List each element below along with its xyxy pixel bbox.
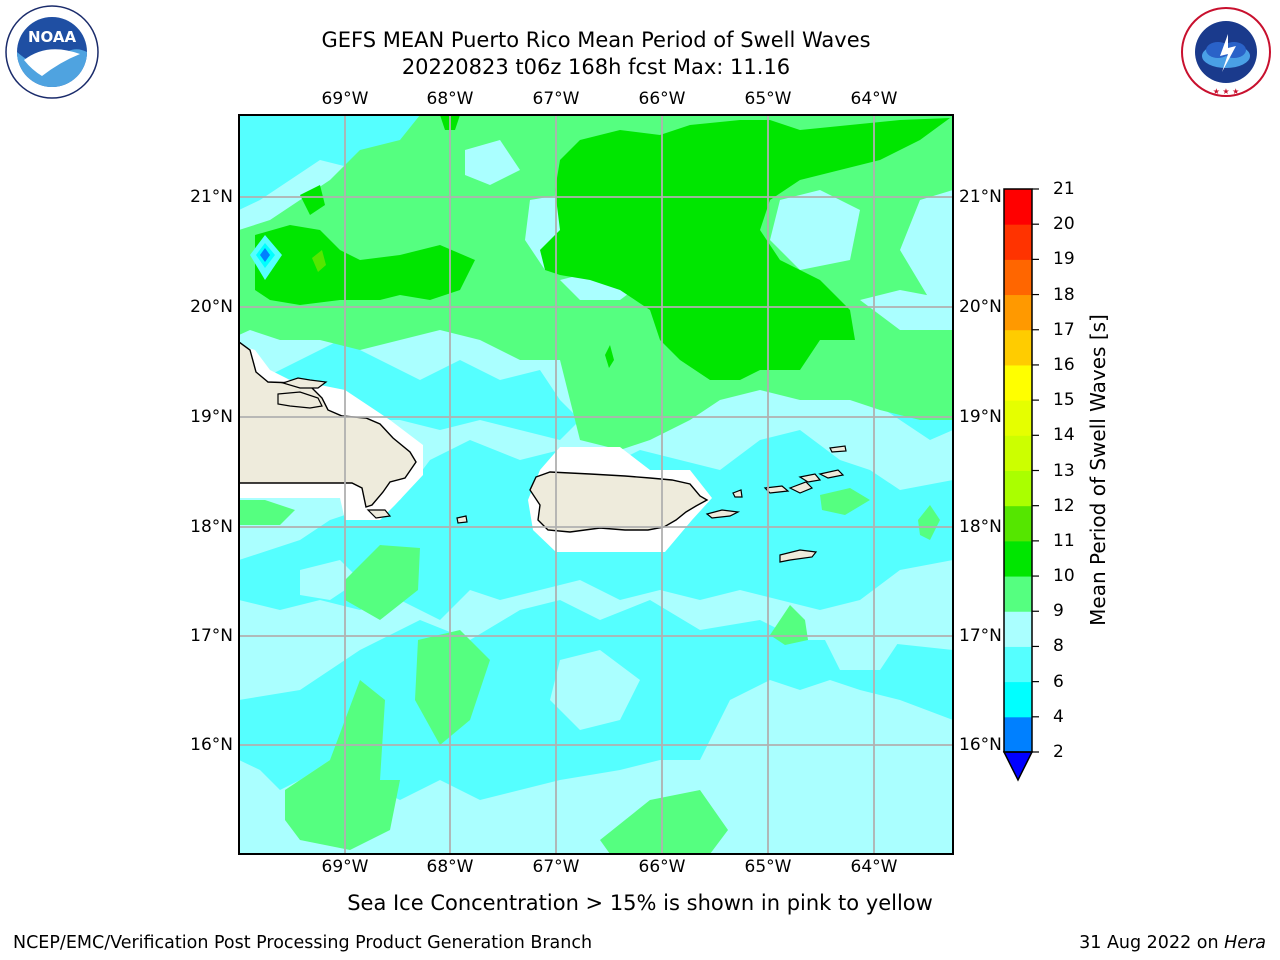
map-title-line2: 20220823 t06z 168h fcst Max: 11.16 [401, 55, 791, 79]
land-hispaniola-peninsula [277, 391, 323, 409]
lon-label-bottom: 67°W [532, 857, 580, 877]
footer-date: 31 Aug 2022 on Hera [1079, 933, 1266, 953]
contour-2-4-anomaly [260, 248, 270, 262]
lat-label-left: 17°N [190, 626, 233, 646]
lon-label-bottom: 69°W [321, 857, 369, 877]
map-title-line1: GEFS MEAN Puerto Rico Mean Period of Swe… [321, 28, 871, 52]
sea-ice-note: Sea Ice Concentration > 15% is shown in … [347, 891, 933, 915]
colorbar-tick-label: 4 [1053, 706, 1064, 727]
lon-label-top: 65°W [744, 89, 792, 109]
colorbar-tick-label: 17 [1053, 319, 1075, 340]
lat-label-left: 18°N [190, 517, 233, 537]
land-st-croix [779, 549, 818, 563]
lon-label-bottom: 68°W [426, 857, 474, 877]
land-hispaniola-south [366, 509, 392, 519]
lon-label-bottom: 66°W [638, 857, 686, 877]
lon-label-top: 68°W [426, 89, 474, 109]
land-st-john [788, 481, 814, 494]
colorbar-tick-label: 21 [1053, 179, 1075, 199]
land-mona-island [456, 515, 468, 524]
contour-9-10-blob4 [600, 790, 728, 854]
lat-label-right: 16°N [959, 735, 1002, 755]
lon-label-top: 69°W [321, 89, 369, 109]
colorbar-tick-label: 13 [1053, 460, 1075, 481]
noaa-logo: NOAA [2, 4, 102, 100]
contour-8-9-north3 [770, 190, 860, 270]
colorbar-tick-label: 20 [1053, 214, 1075, 235]
contour-9-10-blob7 [239, 500, 295, 525]
land-culebra [732, 489, 743, 498]
colorbar-tick-label: 14 [1053, 425, 1075, 446]
lat-label-left: 16°N [190, 735, 233, 755]
contour-9-10-blob5 [770, 605, 808, 645]
lat-label-left: 20°N [190, 297, 233, 317]
lon-label-top: 66°W [638, 89, 686, 109]
lat-label-right: 18°N [959, 517, 1002, 537]
land-tortola [798, 473, 822, 483]
colorbar-tick-label: 12 [1053, 495, 1075, 516]
footer-host: Hera [1224, 933, 1266, 953]
contour-8-9-patch1 [550, 650, 640, 730]
land-anegada [829, 445, 847, 453]
graticule [239, 115, 953, 854]
colorbar-tick-label: 2 [1053, 742, 1064, 762]
contour-9-10-blob6 [820, 488, 870, 515]
land-virgin-gorda [818, 469, 845, 479]
contour-6-8-topleft [239, 115, 420, 210]
contour-9-10-blob8 [918, 505, 940, 540]
nws-logo: ★ ★ ★ [1176, 6, 1276, 98]
colorbar-tick-label: 19 [1053, 249, 1075, 270]
noaa-logo-text: NOAA [28, 28, 77, 46]
lon-label-top: 64°W [850, 89, 898, 109]
colorbar-tick-label: 8 [1053, 636, 1064, 657]
lat-label-right: 21°N [959, 187, 1002, 207]
contour-8-9-patch2 [820, 620, 900, 670]
lon-label-bottom: 64°W [850, 857, 898, 877]
lon-label-top: 67°W [532, 89, 580, 109]
contour-8-9-patch4 [870, 710, 953, 790]
colorbar-tick-label: 10 [1053, 566, 1075, 587]
svg-text:★ ★ ★: ★ ★ ★ [1213, 87, 1240, 96]
contour-8-9-north1 [465, 140, 520, 185]
colorbar-tick-label: 11 [1053, 530, 1075, 551]
contour-9-10-blob1 [345, 545, 420, 620]
colorbar-tick-label: 16 [1053, 354, 1075, 375]
footer-branch: NCEP/EMC/Verification Post Processing Pr… [13, 933, 593, 953]
lat-label-right: 19°N [959, 407, 1002, 427]
lat-label-right: 20°N [959, 297, 1002, 317]
contour-11-12 [312, 250, 326, 272]
land-vieques [705, 509, 741, 519]
swell-period-field [239, 115, 953, 854]
contour-8-9-north5 [860, 290, 953, 330]
colorbar-tick-label: 15 [1053, 390, 1075, 411]
colorbar-tick-label: 9 [1053, 601, 1064, 622]
contour-10-11-nw [300, 185, 325, 215]
lon-label-bottom: 65°W [744, 857, 792, 877]
contour-10-11-north [540, 118, 950, 380]
lat-label-right: 17°N [959, 626, 1002, 646]
contour-9-10-blob2 [415, 630, 490, 745]
colorbar-tick-label: 18 [1053, 284, 1075, 305]
lat-label-left: 19°N [190, 407, 233, 427]
map-frame [238, 114, 954, 855]
contour-9-10-blob3 [285, 680, 400, 850]
colorbar-tick-label: 6 [1053, 671, 1064, 692]
contour-10-11-dot [605, 345, 614, 368]
contour-10-11-west [255, 225, 475, 305]
lat-label-left: 21°N [190, 187, 233, 207]
land-turks-cays [280, 377, 328, 389]
